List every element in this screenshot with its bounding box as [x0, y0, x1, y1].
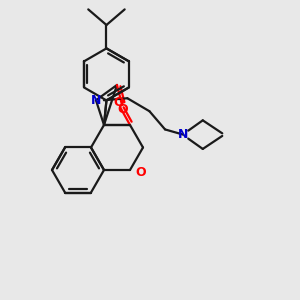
Text: O: O — [135, 166, 146, 178]
Text: O: O — [118, 103, 128, 116]
Text: N: N — [91, 94, 101, 107]
Text: N: N — [178, 128, 188, 141]
Text: O: O — [114, 97, 124, 110]
